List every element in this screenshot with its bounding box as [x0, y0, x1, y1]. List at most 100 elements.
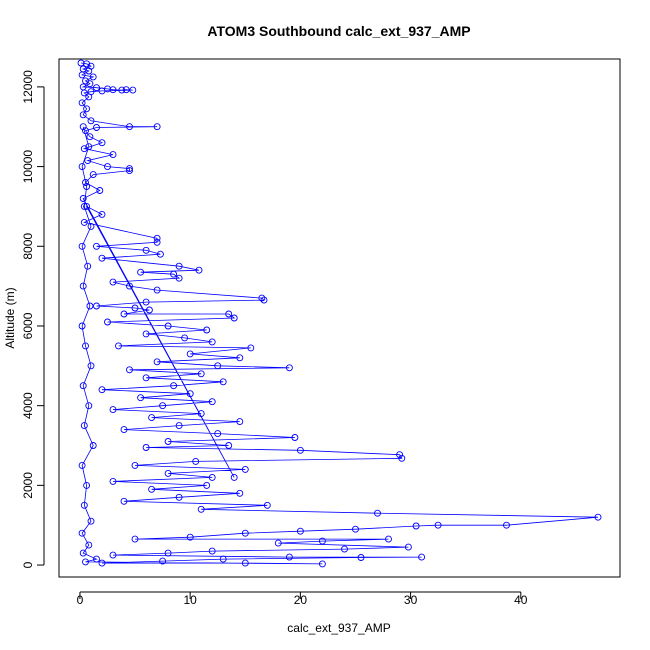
y-tick-label: 8000: [21, 233, 35, 260]
data-point: [89, 73, 97, 81]
data-point: [98, 139, 106, 147]
data-point: [84, 262, 92, 270]
data-point: [374, 509, 381, 517]
data-point: [142, 330, 150, 338]
data-point: [93, 242, 100, 250]
plot-frame: [58, 58, 621, 578]
data-point: [214, 362, 222, 370]
data-point: [148, 485, 156, 493]
data-point: [230, 473, 238, 481]
data-point: [404, 543, 412, 551]
data-point: [434, 521, 442, 529]
data-point: [109, 86, 117, 94]
data-point: [109, 551, 117, 559]
data-point: [385, 535, 392, 543]
data-point: [93, 124, 100, 131]
data-point: [109, 151, 117, 159]
data-point: [318, 560, 326, 568]
data-point: [82, 127, 89, 135]
data-point: [89, 171, 97, 179]
data-point: [203, 326, 211, 334]
data-point: [80, 218, 88, 226]
data-point: [79, 282, 87, 290]
data-point: [341, 545, 348, 553]
data-point: [142, 374, 150, 382]
data-point: [352, 525, 359, 533]
data-point: [115, 342, 122, 350]
plot-data: [77, 59, 602, 568]
data-point: [79, 382, 87, 390]
data-point: [79, 111, 87, 119]
data-point: [78, 71, 86, 79]
data-point: [80, 89, 88, 97]
y-tick-label: 2000: [21, 472, 35, 499]
x-tick-label: 40: [514, 593, 528, 607]
data-point: [247, 344, 255, 352]
data-point: [225, 442, 233, 449]
data-point: [84, 157, 92, 165]
data-point: [131, 304, 139, 312]
data-point: [85, 93, 93, 101]
data-point: [80, 422, 88, 430]
data-point: [195, 266, 203, 274]
data-point: [186, 350, 194, 358]
data-point: [93, 555, 100, 563]
data-point: [109, 278, 117, 286]
data-point: [78, 461, 86, 469]
data-point: [79, 549, 87, 557]
data-point: [86, 80, 94, 88]
data-point: [153, 123, 161, 131]
data-point: [503, 521, 510, 529]
data-point: [122, 86, 130, 94]
y-tick-label: 12000: [21, 70, 35, 104]
data-point: [87, 117, 95, 125]
data-point: [159, 557, 167, 565]
data-point: [78, 322, 86, 330]
data-point: [164, 322, 172, 330]
data-point: [131, 535, 139, 543]
data-point: [186, 390, 194, 398]
data-point: [80, 202, 88, 210]
data-point: [80, 145, 88, 153]
data-point: [93, 84, 100, 92]
data-point: [109, 477, 117, 485]
data-point: [96, 187, 104, 194]
data-point: [175, 493, 183, 501]
data-point: [120, 426, 128, 434]
y-tick-label: 0: [21, 561, 35, 568]
series-line: [80, 62, 599, 565]
data-point: [192, 457, 200, 465]
data-point: [78, 242, 86, 250]
data-point: [197, 505, 205, 513]
data-point: [164, 438, 172, 445]
data-point: [159, 402, 167, 410]
data-point: [208, 547, 216, 555]
data-point: [109, 406, 117, 414]
data-point: [86, 133, 94, 141]
data-point: [98, 210, 106, 218]
data-point: [120, 497, 128, 505]
data-point: [197, 370, 205, 378]
data-point: [85, 67, 93, 75]
x-tick-label: 20: [294, 593, 308, 607]
data-point: [87, 222, 95, 230]
data-point: [86, 302, 94, 310]
data-point: [153, 238, 161, 246]
data-point: [89, 442, 97, 449]
data-point: [126, 167, 133, 175]
data-point: [285, 364, 293, 372]
data-point: [153, 358, 161, 366]
data-point: [153, 286, 161, 294]
data-point: [291, 434, 299, 441]
data-point: [82, 342, 89, 350]
data-point: [274, 539, 282, 547]
data-point: [208, 398, 216, 406]
data-point: [164, 549, 172, 557]
data-point: [412, 522, 420, 530]
data-point: [285, 553, 293, 561]
data-point: [137, 394, 145, 402]
data-point: [129, 86, 137, 94]
data-point: [175, 274, 183, 282]
x-axis-label: calc_ext_937_AMP: [287, 621, 390, 635]
